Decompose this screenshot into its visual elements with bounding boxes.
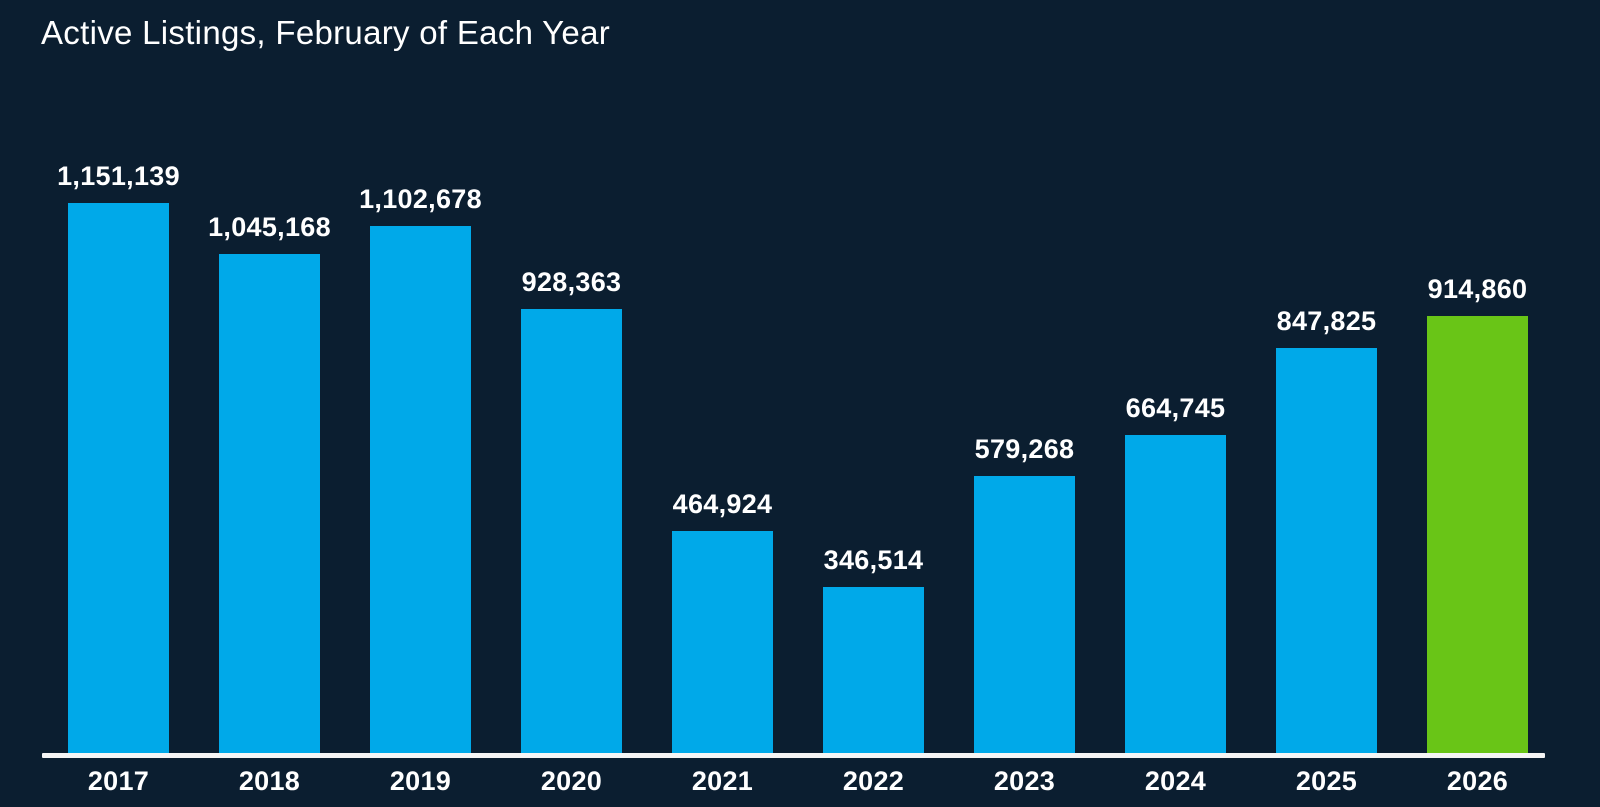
- bar-2021: [672, 531, 773, 753]
- bar-2024: [1125, 435, 1226, 753]
- bar-value-label-2022: 346,514: [823, 545, 924, 575]
- x-axis-label-2026: 2026: [1446, 766, 1509, 796]
- bar-column-2020: 928,363: [521, 267, 622, 753]
- bar-value-label-2017: 1,151,139: [57, 161, 180, 191]
- bar-column-2026: 914,860: [1427, 274, 1528, 753]
- x-axis-label-2024: 2024: [1144, 766, 1207, 796]
- bar-2025: [1276, 348, 1377, 753]
- chart-title: Active Listings, February of Each Year: [41, 14, 611, 51]
- bar-column-2019: 1,102,678: [359, 184, 482, 753]
- bar-value-label-2019: 1,102,678: [359, 184, 482, 214]
- bar-column-2021: 464,924: [672, 489, 773, 753]
- bar-2026: [1427, 316, 1528, 753]
- bar-2023: [974, 476, 1075, 753]
- bar-value-label-2021: 464,924: [672, 489, 773, 519]
- bar-value-label-2023: 579,268: [974, 434, 1075, 464]
- bar-value-label-2018: 1,045,168: [208, 212, 331, 242]
- bar-value-label-2025: 847,825: [1276, 306, 1377, 336]
- bar-column-2024: 664,745: [1125, 393, 1226, 753]
- x-axis-line: [42, 753, 1545, 758]
- bar-column-2025: 847,825: [1276, 306, 1377, 753]
- bar-value-label-2026: 914,860: [1427, 274, 1528, 304]
- x-axis-labels: 2017 2018 2019 2020 2021 2022 2023 2024 2025 2026: [68, 766, 1528, 797]
- bar-2018: [219, 254, 320, 753]
- bar-column-2017: 1,151,139: [57, 161, 180, 753]
- bar-2020: [521, 309, 622, 753]
- bar-column-2023: 579,268: [974, 434, 1075, 753]
- bar-value-label-2020: 928,363: [521, 267, 622, 297]
- bar-column-2022: 346,514: [823, 545, 924, 753]
- bar-2017: [68, 203, 169, 753]
- plot-area: 1,151,139 1,045,168 1,102,678 928,363 464,92…: [57, 0, 1528, 753]
- x-axis-label-2019: 2019: [389, 766, 452, 796]
- bar-value-label-2024: 664,745: [1125, 393, 1226, 423]
- x-axis-label-2018: 2018: [238, 766, 301, 796]
- x-axis-label-2020: 2020: [540, 766, 603, 796]
- x-axis-label-2025: 2025: [1295, 766, 1358, 796]
- x-axis-label-2017: 2017: [87, 766, 150, 796]
- x-axis-label-2021: 2021: [691, 766, 754, 796]
- bar-2019: [370, 226, 471, 753]
- bar-column-2018: 1,045,168: [208, 212, 331, 753]
- bar-2022: [823, 587, 924, 753]
- x-axis-label-2022: 2022: [842, 766, 905, 796]
- x-axis-label-2023: 2023: [993, 766, 1056, 796]
